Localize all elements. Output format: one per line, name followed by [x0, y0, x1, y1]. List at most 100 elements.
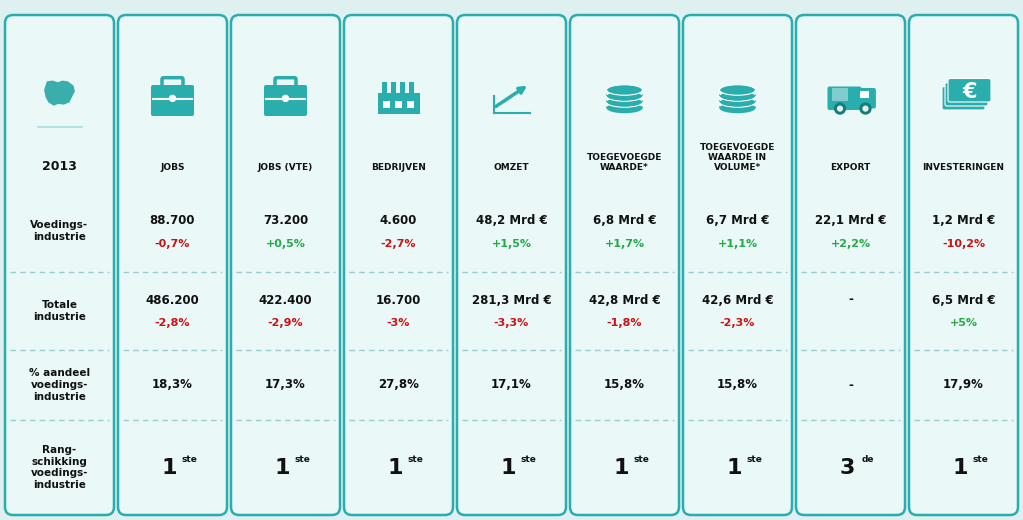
Circle shape — [860, 103, 871, 114]
Text: OMZET: OMZET — [494, 163, 529, 173]
Text: ste: ste — [295, 455, 310, 464]
Text: -3%: -3% — [387, 318, 410, 328]
Text: ste: ste — [407, 455, 424, 464]
Text: 42,8 Mrd €: 42,8 Mrd € — [588, 293, 660, 306]
FancyBboxPatch shape — [407, 100, 413, 108]
Text: % aandeel
voedings-
industrie: % aandeel voedings- industrie — [29, 368, 90, 401]
Ellipse shape — [719, 97, 756, 107]
Text: 2013: 2013 — [42, 160, 77, 173]
Text: 22,1 Mrd €: 22,1 Mrd € — [814, 214, 886, 227]
Text: INVESTERINGEN: INVESTERINGEN — [923, 163, 1005, 173]
Text: 15,8%: 15,8% — [717, 379, 758, 392]
FancyBboxPatch shape — [382, 82, 388, 94]
Text: ste: ste — [747, 455, 762, 464]
Circle shape — [170, 95, 176, 101]
Text: -0,7%: -0,7% — [154, 239, 190, 249]
Polygon shape — [44, 81, 75, 106]
Text: ste: ste — [181, 455, 197, 464]
Text: 27,8%: 27,8% — [379, 379, 419, 392]
FancyBboxPatch shape — [857, 88, 876, 109]
FancyBboxPatch shape — [231, 15, 340, 515]
Ellipse shape — [607, 103, 642, 113]
Text: +1,7%: +1,7% — [605, 239, 644, 249]
Circle shape — [282, 95, 288, 101]
FancyBboxPatch shape — [942, 86, 985, 110]
Circle shape — [838, 106, 842, 111]
FancyBboxPatch shape — [457, 15, 566, 515]
Text: 1: 1 — [726, 458, 743, 477]
FancyBboxPatch shape — [151, 85, 194, 116]
Text: ste: ste — [633, 455, 650, 464]
FancyBboxPatch shape — [945, 83, 988, 106]
Text: -: - — [848, 293, 853, 306]
FancyBboxPatch shape — [118, 15, 227, 515]
FancyBboxPatch shape — [264, 85, 307, 116]
Text: ste: ste — [973, 455, 988, 464]
Text: -1,8%: -1,8% — [607, 318, 642, 328]
Text: 73.200: 73.200 — [263, 214, 308, 227]
Text: 281,3 Mrd €: 281,3 Mrd € — [472, 293, 551, 306]
Text: BEDRIJVEN: BEDRIJVEN — [371, 163, 426, 173]
Text: 1: 1 — [500, 458, 517, 477]
Text: -: - — [848, 379, 853, 392]
Ellipse shape — [719, 85, 756, 95]
Text: 88.700: 88.700 — [149, 214, 195, 227]
Text: 16.700: 16.700 — [375, 293, 421, 306]
Text: 17,3%: 17,3% — [265, 379, 306, 392]
Text: +5%: +5% — [949, 318, 978, 328]
Text: -2,8%: -2,8% — [154, 318, 190, 328]
Text: JOBS (VTE): JOBS (VTE) — [258, 163, 313, 173]
FancyBboxPatch shape — [683, 15, 792, 515]
Text: €: € — [963, 82, 977, 101]
Text: 1: 1 — [275, 458, 291, 477]
Text: +0,5%: +0,5% — [266, 239, 306, 249]
Text: 15,8%: 15,8% — [604, 379, 644, 392]
Ellipse shape — [607, 91, 642, 101]
Text: 6,8 Mrd €: 6,8 Mrd € — [592, 214, 656, 227]
Ellipse shape — [719, 91, 756, 101]
Text: +2,2%: +2,2% — [831, 239, 871, 249]
FancyBboxPatch shape — [395, 100, 401, 108]
Text: -3,3%: -3,3% — [494, 318, 529, 328]
Text: 6,7 Mrd €: 6,7 Mrd € — [706, 214, 769, 227]
Text: Totale
industrie: Totale industrie — [33, 300, 86, 322]
Text: TOEGEVOEGDE
WAARDE*: TOEGEVOEGDE WAARDE* — [587, 153, 662, 173]
Text: 18,3%: 18,3% — [152, 379, 193, 392]
Circle shape — [835, 103, 845, 114]
Text: EXPORT: EXPORT — [831, 163, 871, 173]
Text: 486.200: 486.200 — [145, 293, 199, 306]
Text: 48,2 Mrd €: 48,2 Mrd € — [476, 214, 547, 227]
FancyBboxPatch shape — [948, 79, 991, 102]
FancyBboxPatch shape — [400, 82, 405, 94]
Ellipse shape — [719, 103, 756, 113]
Text: 422.400: 422.400 — [259, 293, 312, 306]
Text: -10,2%: -10,2% — [942, 239, 985, 249]
Text: de: de — [861, 455, 874, 464]
FancyBboxPatch shape — [909, 15, 1018, 515]
Text: 1: 1 — [952, 458, 968, 477]
Text: 1,2 Mrd €: 1,2 Mrd € — [932, 214, 995, 227]
FancyBboxPatch shape — [391, 82, 396, 94]
Text: 1: 1 — [162, 458, 177, 477]
Text: 6,5 Mrd €: 6,5 Mrd € — [932, 293, 995, 306]
Text: 42,6 Mrd €: 42,6 Mrd € — [702, 293, 773, 306]
Text: 4.600: 4.600 — [380, 214, 417, 227]
Text: -2,3%: -2,3% — [720, 318, 755, 328]
Text: -2,9%: -2,9% — [268, 318, 303, 328]
FancyBboxPatch shape — [377, 93, 419, 114]
Ellipse shape — [607, 97, 642, 107]
FancyBboxPatch shape — [860, 91, 870, 98]
Text: Voedings-
industrie: Voedings- industrie — [31, 220, 89, 242]
FancyBboxPatch shape — [570, 15, 679, 515]
Text: ste: ste — [521, 455, 536, 464]
Text: 1: 1 — [614, 458, 629, 477]
Text: +1,1%: +1,1% — [717, 239, 758, 249]
Text: 1: 1 — [388, 458, 403, 477]
Ellipse shape — [607, 85, 642, 95]
Text: TOEGEVOEGDE
WAARDE IN
VOLUME*: TOEGEVOEGDE WAARDE IN VOLUME* — [700, 142, 775, 173]
FancyBboxPatch shape — [828, 86, 861, 110]
Text: +1,5%: +1,5% — [491, 239, 532, 249]
FancyBboxPatch shape — [796, 15, 905, 515]
Text: 3: 3 — [840, 458, 855, 477]
Text: 17,9%: 17,9% — [943, 379, 984, 392]
